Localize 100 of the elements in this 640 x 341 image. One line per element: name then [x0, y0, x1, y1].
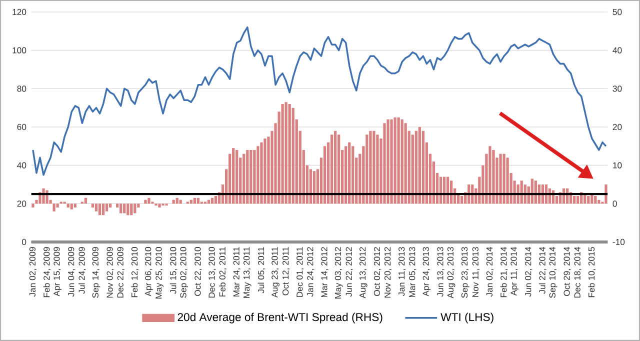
y2-tick-label: 40: [612, 47, 622, 54]
bar: [98, 204, 102, 216]
x-tick-label: Jun 02, 2014: [525, 246, 532, 297]
y-tick-label: 80: [17, 86, 26, 92]
x-tick-label: Jan 02, 2009: [29, 247, 37, 297]
bar: [256, 146, 260, 204]
x-tick-label: Jun 04, 2009: [68, 247, 76, 297]
x-tick-label: Dec 13, 2010: [208, 247, 216, 298]
bar: [158, 204, 161, 208]
bar: [134, 204, 136, 214]
bar: [292, 108, 294, 204]
bar: [594, 196, 597, 204]
bar: [499, 154, 502, 204]
y2-tick-label: 10: [613, 162, 622, 168]
x-tick-label: Jul 24, 2009: [78, 247, 86, 294]
bar: [84, 198, 88, 204]
bar: [414, 130, 418, 204]
bar: [126, 204, 130, 216]
x-tick-label: Mar 14, 2012: [321, 247, 328, 298]
bar: [386, 119, 390, 204]
x-tick-label: Mar 24, 2011: [233, 247, 240, 296]
x-tick-label: Apr 24, 2013: [422, 247, 431, 296]
y2-tick-label: -10: [612, 238, 625, 246]
x-tick-label: Jul 05, 2011: [258, 247, 266, 294]
bar: [390, 119, 393, 204]
x-tick-label: Nov 20, 2012: [384, 247, 392, 298]
bar: [404, 123, 407, 204]
y2-tick-label: 20: [612, 124, 622, 130]
bar: [587, 196, 590, 204]
bar: [232, 148, 235, 204]
x-tick-label: Jun 22, 2012: [346, 247, 353, 297]
legend-label: WTI (LHS): [440, 312, 494, 324]
x-tick-label: Dec 01, 2011: [296, 247, 304, 297]
x-tick-label: Dec 22, 2009: [117, 247, 124, 298]
bar: [250, 150, 252, 204]
bar: [337, 134, 340, 204]
y-tick-label: 60: [17, 124, 26, 130]
line-series: [32, 26, 607, 176]
y-tick-label: 120: [12, 8, 26, 16]
bar: [573, 196, 576, 204]
y2-tick-label: 50: [612, 8, 622, 16]
x-tick-label: Nov 11, 2013: [472, 247, 480, 297]
x-tick-label: Jan 11, 2013: [398, 247, 406, 296]
bar: [66, 204, 70, 208]
bar: [214, 196, 218, 204]
bar: [344, 146, 348, 204]
bar: [246, 150, 249, 204]
bar: [460, 196, 464, 204]
bar: [193, 198, 196, 204]
x-tick-label: Sep 02, 2010: [180, 247, 188, 298]
x-tick-label: Nov 02, 2009: [106, 247, 114, 298]
y2-tick-label: 30: [612, 86, 622, 92]
bar: [120, 204, 122, 214]
x-tick-label: Jan 24, 2012: [307, 247, 314, 297]
bar: [236, 150, 238, 204]
bar: [334, 130, 337, 204]
y-tick-label: 100: [12, 47, 26, 54]
x-tick-label: Feb 10, 2015: [588, 247, 596, 298]
bar: [502, 154, 506, 204]
bar: [352, 146, 354, 204]
bar: [284, 102, 288, 204]
bar: [376, 134, 379, 204]
bar: [281, 104, 284, 204]
x-tick-label: Aug 23, 2011: [272, 247, 280, 298]
bar: [366, 134, 368, 204]
bar: [323, 146, 326, 204]
x-tick-label: Sep 23, 2013: [461, 247, 470, 298]
bar: [123, 204, 126, 214]
y-tick-label: 20: [17, 200, 26, 207]
x-tick-label: Aug 13, 2012: [359, 247, 368, 298]
y-tick-label: 0: [22, 238, 26, 246]
x-tick-label: Sep 14, 2009: [92, 247, 100, 298]
bar: [253, 150, 256, 204]
bar: [288, 104, 291, 204]
bar: [196, 198, 200, 204]
legend-label: 20d Average of Brent-WTI Spread (RHS): [178, 312, 382, 324]
bar: [330, 134, 334, 204]
x-tick-label: Feb 02, 2011: [219, 247, 226, 296]
bar: [411, 134, 414, 204]
bar: [108, 204, 112, 208]
x-tick-label: Apr 06, 2010: [145, 247, 153, 296]
x-tick-label: Oct 02, 2012: [374, 247, 382, 296]
bar: [348, 142, 351, 204]
x-tick-label: Jul 15, 2010: [170, 247, 178, 294]
x-tick-label: Aug 02, 2013: [447, 247, 456, 298]
x-tick-label: Feb 21, 2014: [500, 246, 508, 298]
bar: [144, 200, 147, 204]
x-tick-label: Feb 24, 2009: [43, 247, 51, 298]
x-tick-label: Jan 02, 2014: [486, 246, 494, 297]
x-tick-label: Oct 29, 2014: [564, 246, 571, 296]
bar: [94, 204, 98, 212]
bar: [130, 204, 133, 216]
x-tick-label: May 25, 2010: [156, 247, 164, 298]
bar: [506, 158, 509, 204]
bar: [56, 204, 59, 208]
bar: [383, 123, 386, 204]
bar: [210, 198, 214, 204]
x-tick-label: May 03, 2012: [334, 247, 343, 298]
bar: [52, 204, 56, 212]
bar: [418, 126, 421, 204]
